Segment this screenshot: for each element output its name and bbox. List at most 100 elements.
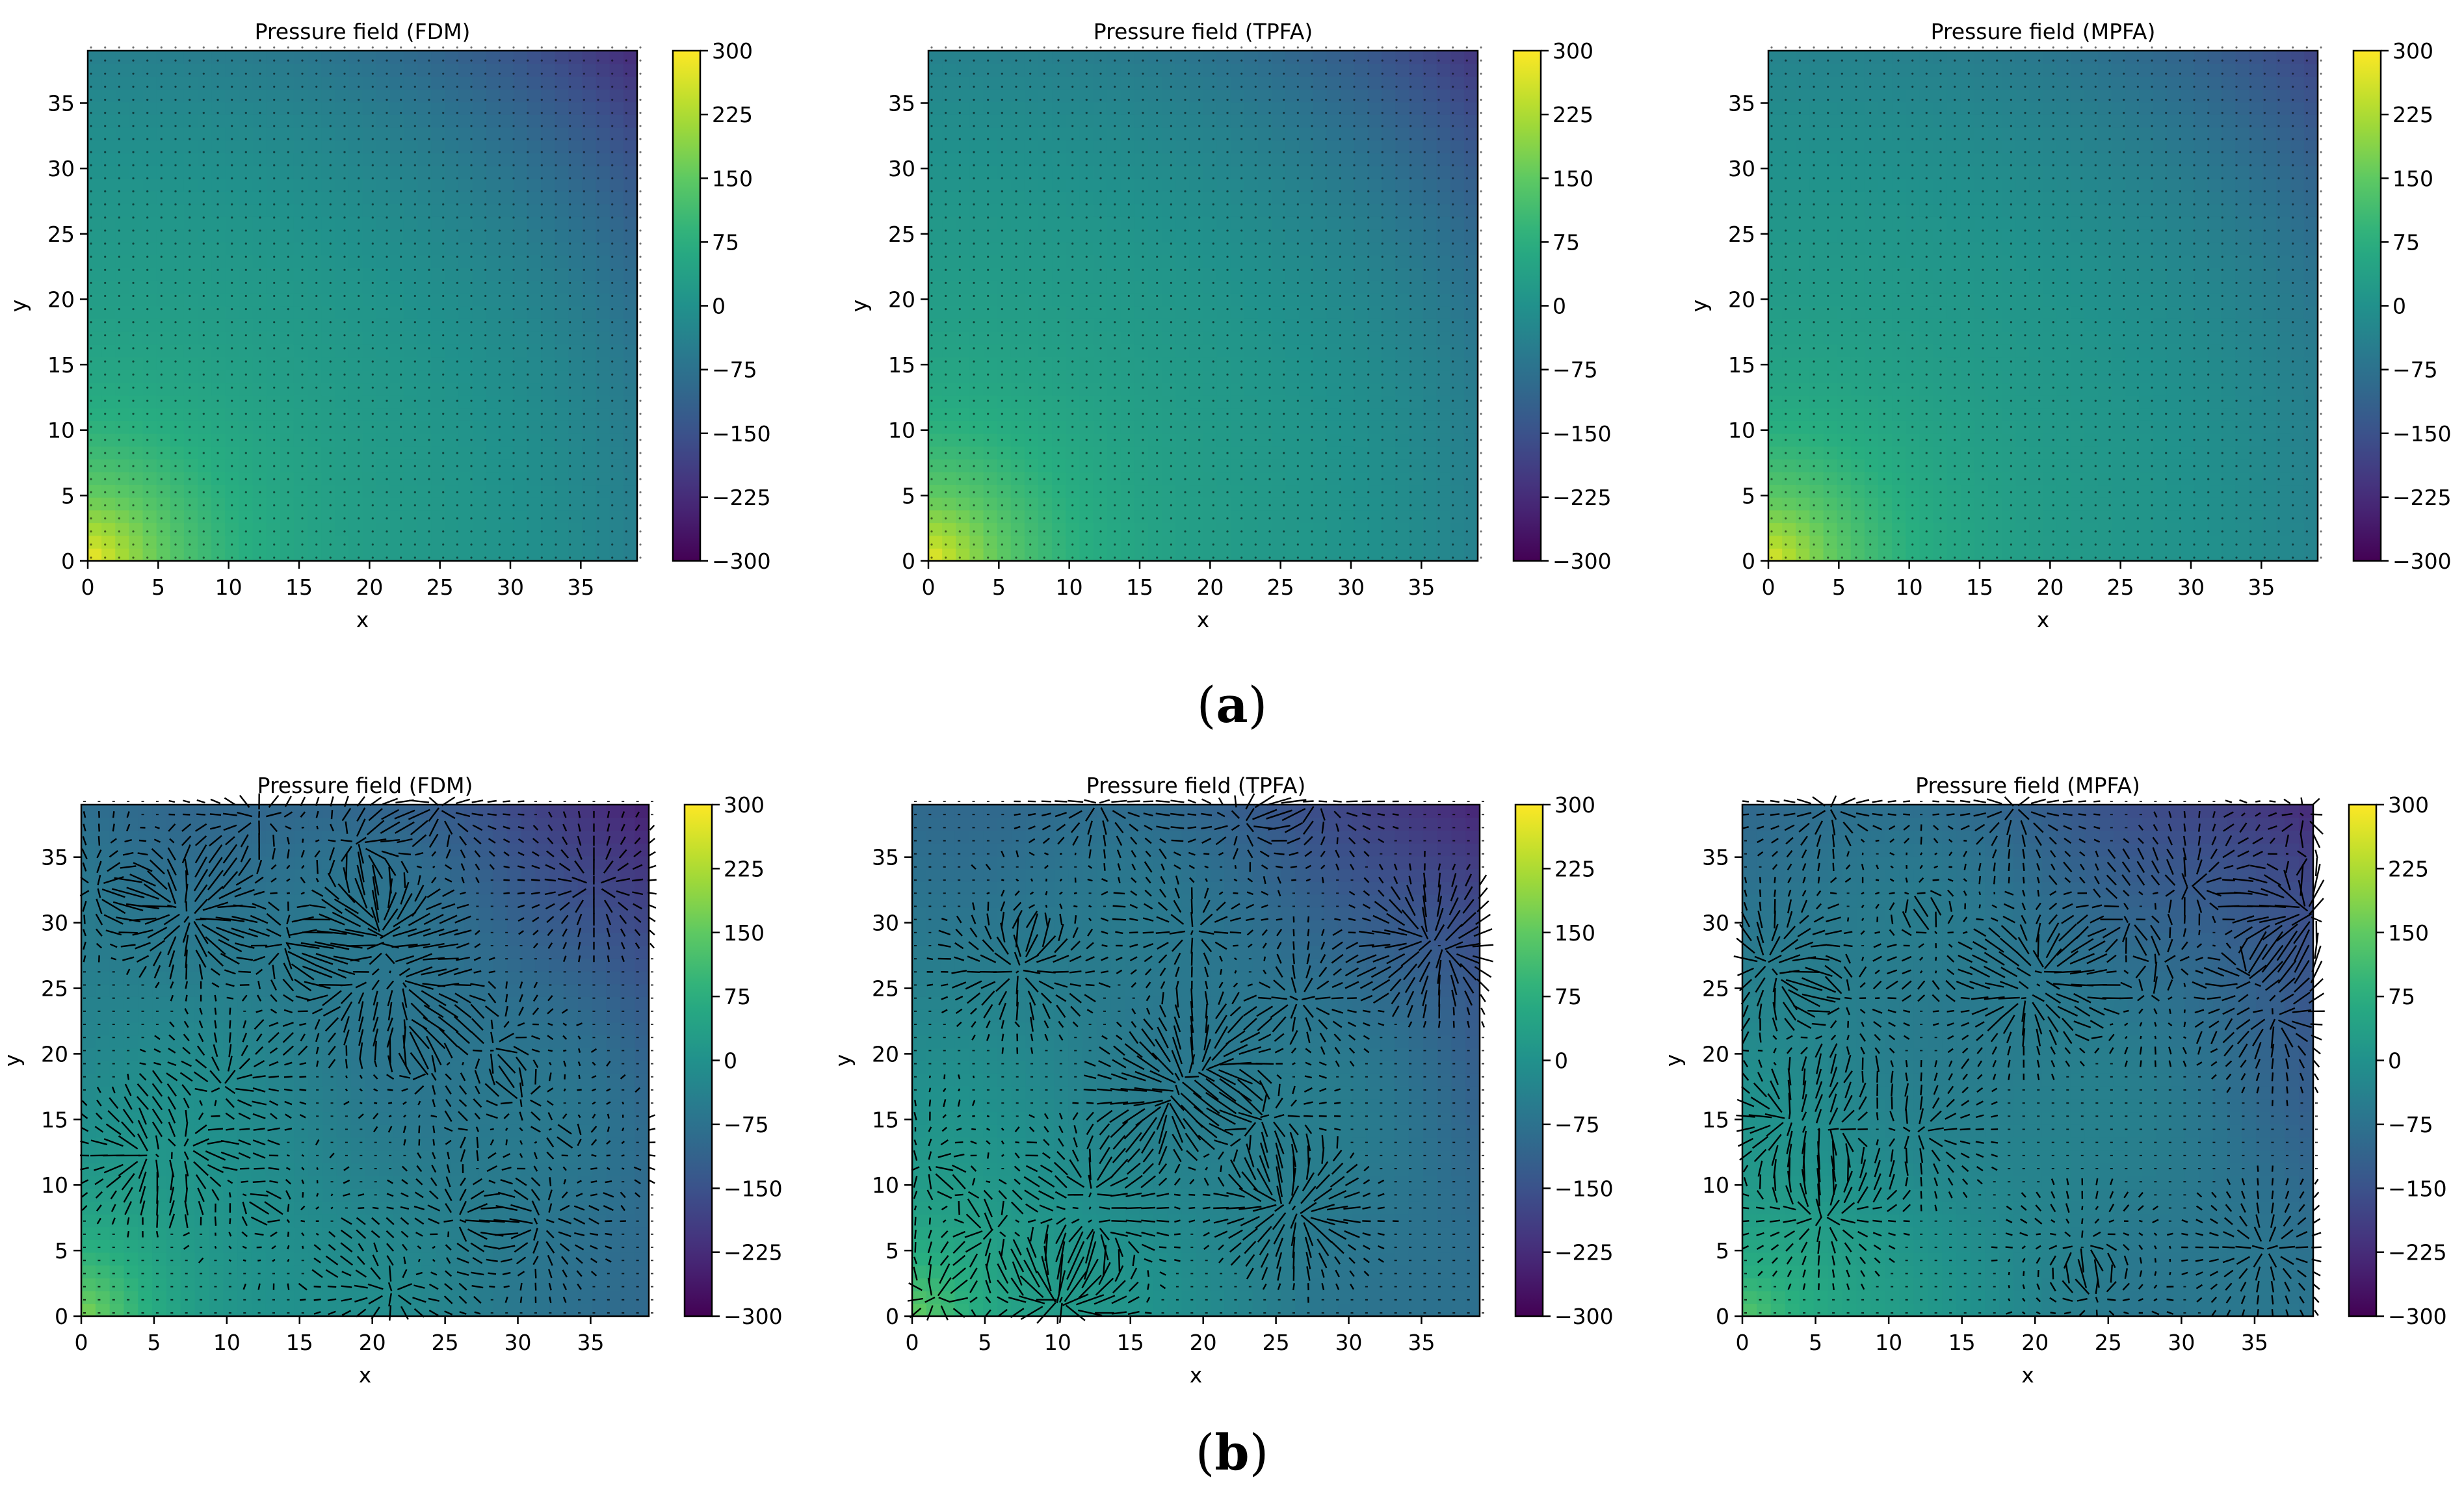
x-tick-label: 15	[1126, 575, 1153, 600]
panel-b-mpfa: Pressure field (MPFA) 0 5 10 15 20 25 30 35 0 5 10 1…	[1660, 773, 2447, 1388]
x-tick-label: 10	[1896, 575, 1923, 600]
row-label-b-letter: b	[1214, 1423, 1250, 1481]
colorbar-tick-label: −75	[2392, 357, 2438, 383]
x-tick-label: 25	[1263, 1330, 1290, 1355]
heatmap-field	[1768, 51, 2318, 562]
axes-frame	[86, 49, 638, 562]
chart-title: Pressure field (FDM)	[257, 773, 473, 798]
y-axis-label: y	[1660, 1054, 1686, 1067]
x-tick-label: 5	[1832, 575, 1846, 600]
y-tick-label: 5	[1742, 483, 1755, 508]
x-tick-label: 25	[432, 1330, 459, 1355]
x-tick-label: 25	[426, 575, 454, 600]
quiver-overlay	[930, 46, 1482, 559]
quiver-overlay	[1770, 46, 2322, 559]
y-tick-label: 0	[1716, 1304, 1729, 1329]
y-tick-label: 35	[872, 845, 899, 870]
y-tick-label: 15	[872, 1107, 899, 1132]
x-tick-label: 5	[978, 1330, 991, 1355]
x-tick-label: 20	[2021, 1330, 2049, 1355]
colorbar-tick-label: 75	[712, 229, 739, 255]
x-tick-label: 35	[577, 1330, 604, 1355]
y-tick-label: 20	[1728, 287, 1755, 312]
y-tick-label: 5	[61, 483, 75, 508]
colorbar-tick-label: 225	[2388, 856, 2429, 881]
colorbar-tick-label: 150	[2392, 166, 2433, 191]
x-tick-label: 15	[286, 1330, 313, 1355]
y-tick-label: 30	[1702, 911, 1729, 936]
y-tick-label: 10	[1728, 418, 1755, 443]
y-tick-label: 0	[1742, 549, 1755, 574]
x-tick-label: 30	[1337, 575, 1365, 600]
colorbar	[672, 49, 701, 562]
axes-frame	[80, 803, 650, 1317]
y-tick-label: 10	[41, 1173, 68, 1198]
axes-frame	[1741, 803, 2314, 1317]
x-axis-label: x	[1190, 1362, 1203, 1388]
colorbar-tick-label: 300	[2388, 792, 2429, 818]
y-axis-label: y	[0, 1054, 25, 1067]
colorbar-tick-label: 150	[712, 166, 753, 191]
x-tick-label: 30	[2168, 1330, 2195, 1355]
x-tick-label: 10	[1056, 575, 1083, 600]
x-tick-label: 30	[505, 1330, 532, 1355]
x-tick-label: 35	[1408, 575, 1435, 600]
y-axis-label: y	[1686, 300, 1712, 313]
heatmap-field	[1742, 805, 2314, 1317]
y-tick-label: 20	[1702, 1041, 1729, 1067]
heatmap-field	[928, 51, 1478, 562]
row-label-b: (b)	[1195, 1423, 1269, 1481]
x-tick-label: 15	[285, 575, 313, 600]
y-tick-label: 5	[55, 1238, 68, 1264]
y-tick-label: 15	[888, 352, 915, 378]
y-axis-label: y	[830, 1054, 856, 1067]
y-tick-label: 15	[1728, 352, 1755, 378]
x-tick-label: 25	[2095, 1330, 2122, 1355]
x-tick-label: 20	[1196, 575, 1224, 600]
x-axis-label: x	[2037, 607, 2050, 632]
x-tick-label: 35	[1408, 1330, 1435, 1355]
x-tick-label: 20	[356, 575, 383, 600]
colorbar-tick-label: −225	[724, 1240, 783, 1265]
y-tick-label: 10	[1702, 1173, 1729, 1198]
y-axis-label: y	[846, 300, 872, 313]
x-axis-label: x	[356, 607, 369, 632]
colorbar-tick-label: 75	[1554, 984, 1582, 1009]
panel-a-mpfa: Pressure field (MPFA) 0 5 10 15 20 25 30 35 0 5 10 1…	[1686, 19, 2452, 632]
y-tick-label: 15	[1702, 1107, 1729, 1132]
colorbar-tick-label: −300	[1554, 1304, 1614, 1329]
x-tick-label: 25	[1267, 575, 1294, 600]
x-tick-label: 5	[992, 575, 1006, 600]
y-tick-label: 10	[888, 418, 915, 443]
quiver-overlay	[79, 793, 657, 1321]
y-tick-label: 30	[872, 911, 899, 936]
x-tick-label: 10	[1875, 1330, 1902, 1355]
colorbar-tick-label: 0	[1553, 294, 1566, 319]
y-tick-label: 35	[1702, 845, 1729, 870]
x-axis-label: x	[359, 1362, 372, 1388]
x-tick-label: 5	[151, 575, 165, 600]
colorbar-tick-label: 300	[712, 38, 753, 64]
x-tick-label: 20	[1190, 1330, 1217, 1355]
y-tick-label: 10	[872, 1173, 899, 1198]
colorbar-tick-label: −225	[712, 485, 771, 510]
chart-title: Pressure field (TPFA)	[1094, 19, 1313, 44]
x-tick-label: 0	[1762, 575, 1776, 600]
y-tick-label: 20	[872, 1041, 899, 1067]
x-tick-label: 0	[81, 575, 95, 600]
panels: Pressure field (FDM) 0 5 10 15 20 25 30 35 0 5 10 15…	[0, 19, 2452, 1388]
colorbar-tick-label: 75	[1553, 229, 1580, 255]
colorbar-tick-label: −300	[2388, 1304, 2447, 1329]
x-tick-label: 20	[2036, 575, 2064, 600]
panel-a-fdm: Pressure field (FDM) 0 5 10 15 20 25 30 35 0 5 10 15…	[6, 19, 771, 632]
y-tick-label: 30	[41, 911, 68, 936]
colorbar-tick-label: 225	[712, 102, 753, 127]
chart-title: Pressure field (MPFA)	[1915, 773, 2140, 798]
colorbar-tick-label: −75	[2388, 1112, 2433, 1137]
colorbar-tick-label: −150	[712, 421, 771, 447]
panel-b-fdm: Pressure field (FDM) 0 5 10 15 20 25 30 35 0 5 10 15…	[0, 773, 783, 1388]
y-tick-label: 35	[47, 91, 75, 116]
quiver-overlay	[1733, 795, 2325, 1317]
y-tick-label: 35	[41, 845, 68, 870]
x-axis-label: x	[1197, 607, 1210, 632]
